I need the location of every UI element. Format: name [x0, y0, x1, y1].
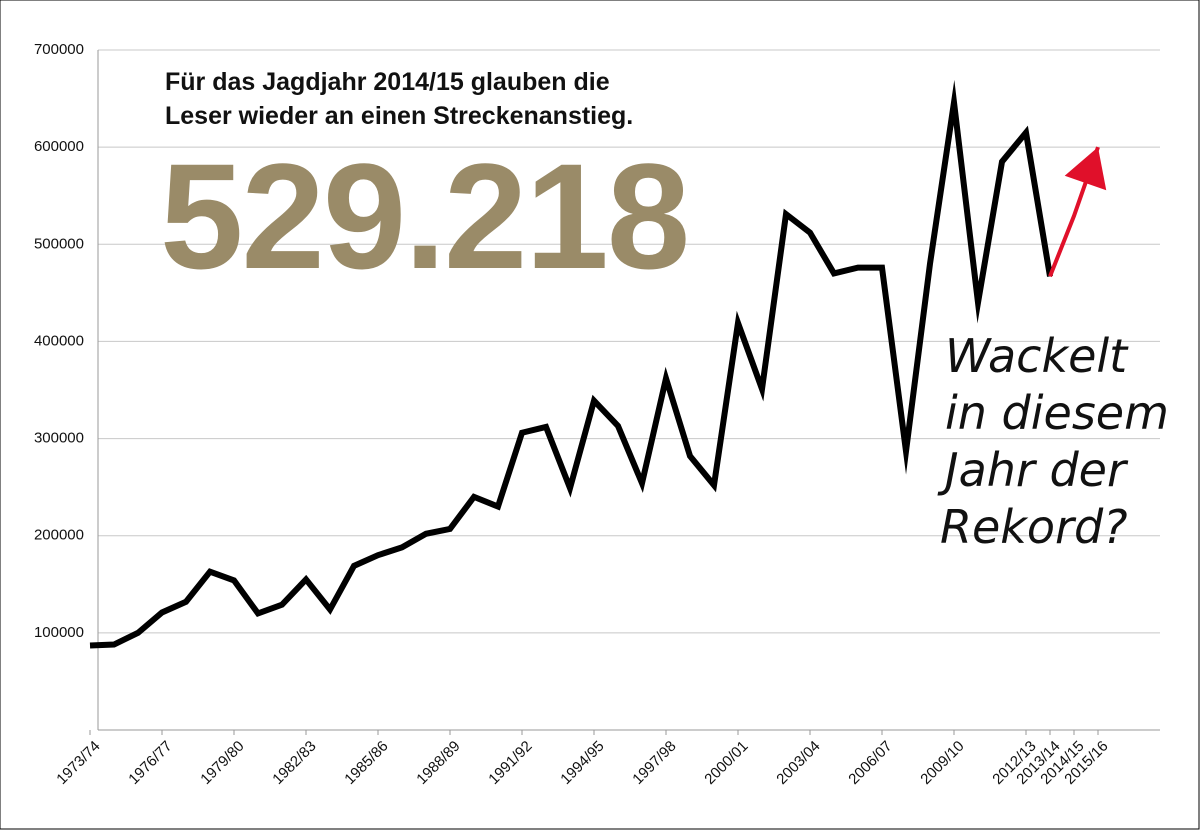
- annotation: Jahr der: [937, 443, 1129, 497]
- annotation: in diesem: [945, 386, 1169, 440]
- annotation: Wackelt: [945, 329, 1129, 383]
- y-tick-label: 300000: [34, 430, 84, 447]
- big-number: 529.218: [160, 132, 688, 300]
- arrow-head: [1064, 147, 1107, 191]
- headline: Für das Jagdjahr 2014/15 glauben die: [165, 68, 610, 96]
- y-tick-label: 500000: [34, 235, 84, 252]
- headline: Leser wieder an einen Streckenanstieg.: [165, 102, 633, 130]
- y-tick-label: 200000: [34, 527, 84, 544]
- y-tick-label: 700000: [34, 41, 84, 58]
- y-tick-label: 600000: [34, 138, 84, 155]
- series-line: [89, 79, 1053, 649]
- y-tick-label: 100000: [34, 624, 84, 641]
- annotation: Rekord?: [940, 500, 1128, 554]
- y-tick-label: 400000: [34, 332, 84, 349]
